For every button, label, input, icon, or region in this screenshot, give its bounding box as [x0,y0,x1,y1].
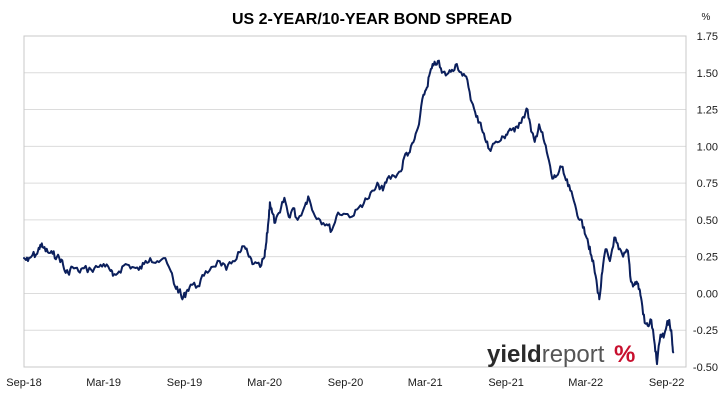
x-tick-label: Mar-19 [86,377,121,389]
x-tick-label: Sep-22 [649,377,684,389]
x-tick-label: Sep-20 [328,377,363,389]
logo-text: yieldreport [487,341,605,368]
y-tick-label: 1.25 [697,105,718,117]
y-axis-tick-labels: 1.75 1.50 1.25 1.00 0.75 0.50 0.25 0.00 -0.25 -0.… [693,31,718,374]
x-tick-label: Mar-20 [247,377,282,389]
x-tick-label: Sep-19 [167,377,202,389]
logo-word-yield: yield [487,341,542,368]
y-tick-label: 1.00 [697,141,718,153]
x-tick-label: Sep-18 [6,377,41,389]
y-gridlines [24,35,686,368]
y-tick-label: 1.75 [697,31,718,43]
x-axis-tick-labels: Sep-18 Mar-19 Sep-19 Mar-20 Sep-20 Mar-21 Sep-… [6,377,684,389]
logo-word-report: report [542,341,605,368]
y-tick-label: 1.50 [697,68,718,80]
yieldreport-logo: yieldreport % [487,341,635,368]
chart-title: US 2-YEAR/10-YEAR BOND SPREAD [232,11,512,28]
x-tick-label: Mar-22 [568,377,603,389]
y-tick-label: 0.00 [697,288,718,300]
x-tick-label: Mar-21 [408,377,443,389]
y-tick-label: 0.25 [697,252,718,264]
x-tick-label: Sep-21 [488,377,523,389]
plot-area-frame [23,35,687,368]
y-tick-label: 0.75 [697,178,718,190]
y-tick-label: 0.50 [697,215,718,227]
series-line-spread [23,59,675,366]
logo-percent-symbol: % [614,341,635,368]
y-axis-unit-label: % [702,12,711,23]
y-tick-label: -0.50 [693,362,718,374]
y-tick-label: -0.25 [693,325,718,337]
